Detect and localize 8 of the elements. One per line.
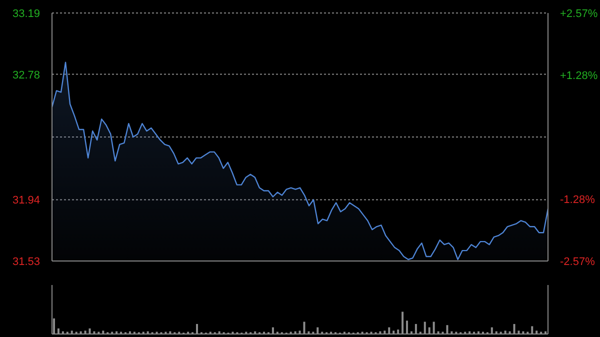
y-tick-label: 32.78 xyxy=(12,69,40,82)
y-tick-label: 31.94 xyxy=(12,194,40,207)
y2-tick-label: +1.28% xyxy=(560,70,598,82)
y-tick-label: 33.19 xyxy=(12,8,40,20)
y2-tick-label: +2.57% xyxy=(560,8,598,20)
y-tick-label: 31.53 xyxy=(12,256,40,268)
y2-tick-label: -2.57% xyxy=(560,256,596,268)
y2-tick-label: -1.28% xyxy=(560,194,596,206)
